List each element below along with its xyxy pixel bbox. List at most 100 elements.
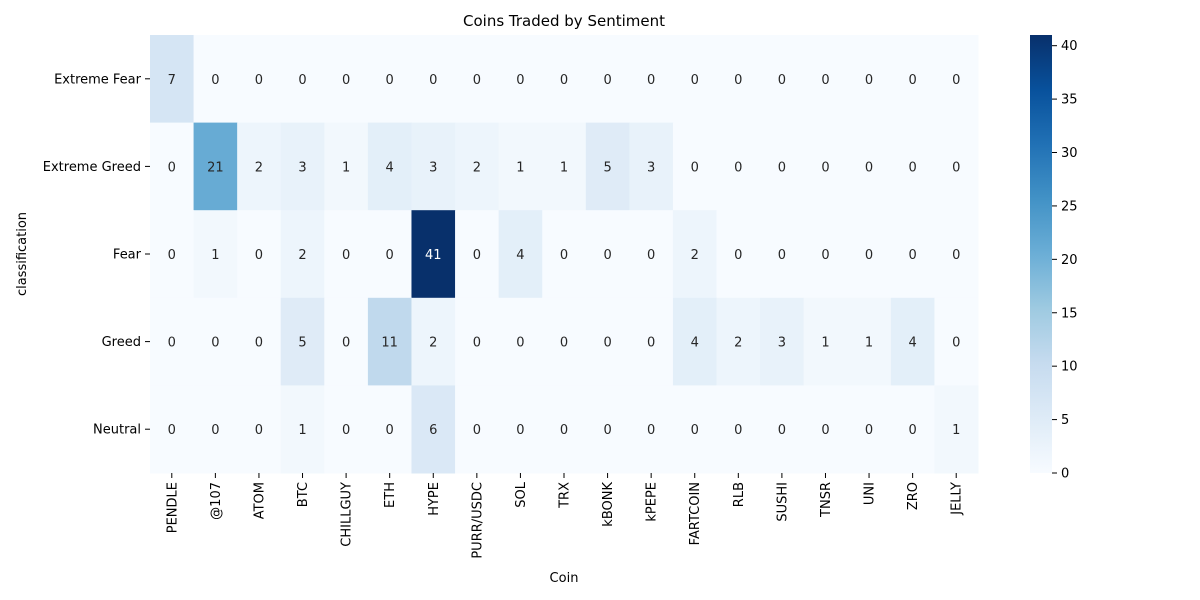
- heatmap-cell: [193, 210, 238, 299]
- cell-value-label: 0: [516, 336, 524, 351]
- cell-value-label: 2: [298, 248, 306, 263]
- cell-value-label: 0: [865, 73, 873, 88]
- cell-value-label: 0: [908, 423, 916, 438]
- y-tick-label: Neutral: [93, 423, 141, 438]
- heatmap-cell: [193, 122, 238, 211]
- heatmap-cell: [498, 122, 543, 211]
- cell-value-label: 0: [691, 160, 699, 175]
- cell-value-label: 0: [560, 73, 568, 88]
- y-axis-ticks: Extreme Fear Extreme Greed Fear Greed Neutra…: [43, 72, 150, 438]
- heatmap-cell: [890, 297, 935, 386]
- cell-value-label: 0: [342, 73, 350, 88]
- heatmap-cell: [934, 35, 979, 124]
- heatmap-cell: [629, 35, 674, 124]
- heatmap-cell: [411, 122, 456, 211]
- cell-value-label: 0: [211, 336, 219, 351]
- heatmap-cell: [760, 210, 805, 299]
- heatmap-cell: [803, 35, 848, 124]
- heatmap-cell: [542, 297, 587, 386]
- heatmap-cell: [847, 35, 892, 124]
- cell-value-label: 0: [211, 423, 219, 438]
- cell-value-label: 0: [386, 423, 394, 438]
- x-tick-label: CHILLGUY: [340, 482, 355, 547]
- cell-value-label: 0: [429, 73, 437, 88]
- heatmap-cell: [672, 297, 718, 386]
- y-tick-label: Fear: [113, 248, 142, 263]
- heatmap-cell: [150, 385, 195, 474]
- heatmap-cell: [803, 385, 848, 474]
- cell-value-label: 0: [473, 73, 481, 88]
- heatmap-cell: [672, 210, 718, 299]
- heatmap-cell: [716, 385, 761, 474]
- heatmap-cell: [847, 297, 892, 386]
- heatmap-cell: [542, 35, 587, 124]
- cell-value-label: 3: [429, 160, 437, 175]
- heatmap-cell: [237, 385, 282, 474]
- cell-value-label: 1: [952, 423, 960, 438]
- cell-value-label: 0: [473, 248, 481, 263]
- x-tick-label: TNSR: [819, 482, 834, 518]
- cell-value-label: 0: [865, 248, 873, 263]
- x-tick-label: kBONK: [601, 482, 616, 527]
- cell-value-label: 21: [207, 160, 224, 175]
- heatmap-cell: [629, 210, 674, 299]
- heatmap-cell: [280, 297, 325, 386]
- x-tick-label: PENDLE: [165, 482, 180, 533]
- x-tick-label: FARTCOIN: [688, 482, 703, 545]
- cell-value-label: 5: [603, 160, 611, 175]
- cell-value-label: 0: [821, 248, 829, 263]
- cell-value-label: 0: [560, 336, 568, 351]
- cell-value-label: 3: [778, 336, 786, 351]
- heatmap-cell: [585, 210, 630, 299]
- heatmap-cell: [150, 35, 195, 124]
- x-tick-label: ETH: [383, 482, 398, 508]
- x-tick-label: @107: [209, 482, 224, 520]
- x-axis-ticks: PENDLE @107 ATOM BTC CHILLGUY ETH HYPE PURR/USD…: [165, 473, 965, 559]
- y-tick-label: Extreme Fear: [54, 72, 142, 87]
- cell-value-label: 0: [865, 160, 873, 175]
- heatmap-cell: [847, 122, 892, 211]
- cell-value-label: 1: [211, 248, 219, 263]
- cell-value-label: 0: [734, 73, 742, 88]
- heatmap-cell: [237, 122, 282, 211]
- cell-value-label: 0: [516, 73, 524, 88]
- cell-value-label: 0: [516, 423, 524, 438]
- cell-value-label: 0: [821, 73, 829, 88]
- cell-value-label: 0: [647, 73, 655, 88]
- heatmap-cell: [760, 297, 805, 386]
- colorbar-tick-label: 30: [1061, 146, 1078, 161]
- colorbar-tick-label: 25: [1061, 199, 1078, 214]
- heatmap-cell: [150, 297, 195, 386]
- cell-value-label: 0: [908, 73, 916, 88]
- cell-value-label: 11: [381, 336, 398, 351]
- heatmap-cell: [716, 35, 761, 124]
- colorbar-gradient: [1030, 35, 1052, 473]
- heatmap-cell: [498, 297, 543, 386]
- heatmap-cell: [280, 210, 325, 299]
- cell-value-label: 0: [734, 423, 742, 438]
- heatmap-cell: [803, 122, 848, 211]
- cell-value-label: 0: [647, 336, 655, 351]
- cell-value-label: 0: [255, 336, 263, 351]
- x-tick-label: JELLY: [950, 482, 965, 516]
- heatmap-cell: [672, 122, 718, 211]
- cell-value-label: 0: [560, 248, 568, 263]
- cell-value-label: 4: [386, 160, 394, 175]
- colorbar-tick-label: 20: [1061, 253, 1078, 268]
- colorbar-tick-label: 40: [1061, 39, 1078, 54]
- heatmap-cell: [760, 385, 805, 474]
- cell-value-label: 0: [778, 160, 786, 175]
- heatmap-cell: [324, 122, 369, 211]
- heatmap-cell: [324, 35, 369, 124]
- cell-value-label: 0: [255, 73, 263, 88]
- heatmap-cell: [672, 385, 718, 474]
- cell-value-label: 5: [298, 336, 306, 351]
- x-tick-label: BTC: [296, 482, 311, 507]
- cell-value-label: 0: [691, 423, 699, 438]
- cell-value-label: 0: [647, 423, 655, 438]
- cell-value-label: 0: [908, 248, 916, 263]
- cell-value-label: 3: [298, 160, 306, 175]
- x-axis-label: Coin: [550, 571, 579, 586]
- heatmap-cell: [585, 35, 630, 124]
